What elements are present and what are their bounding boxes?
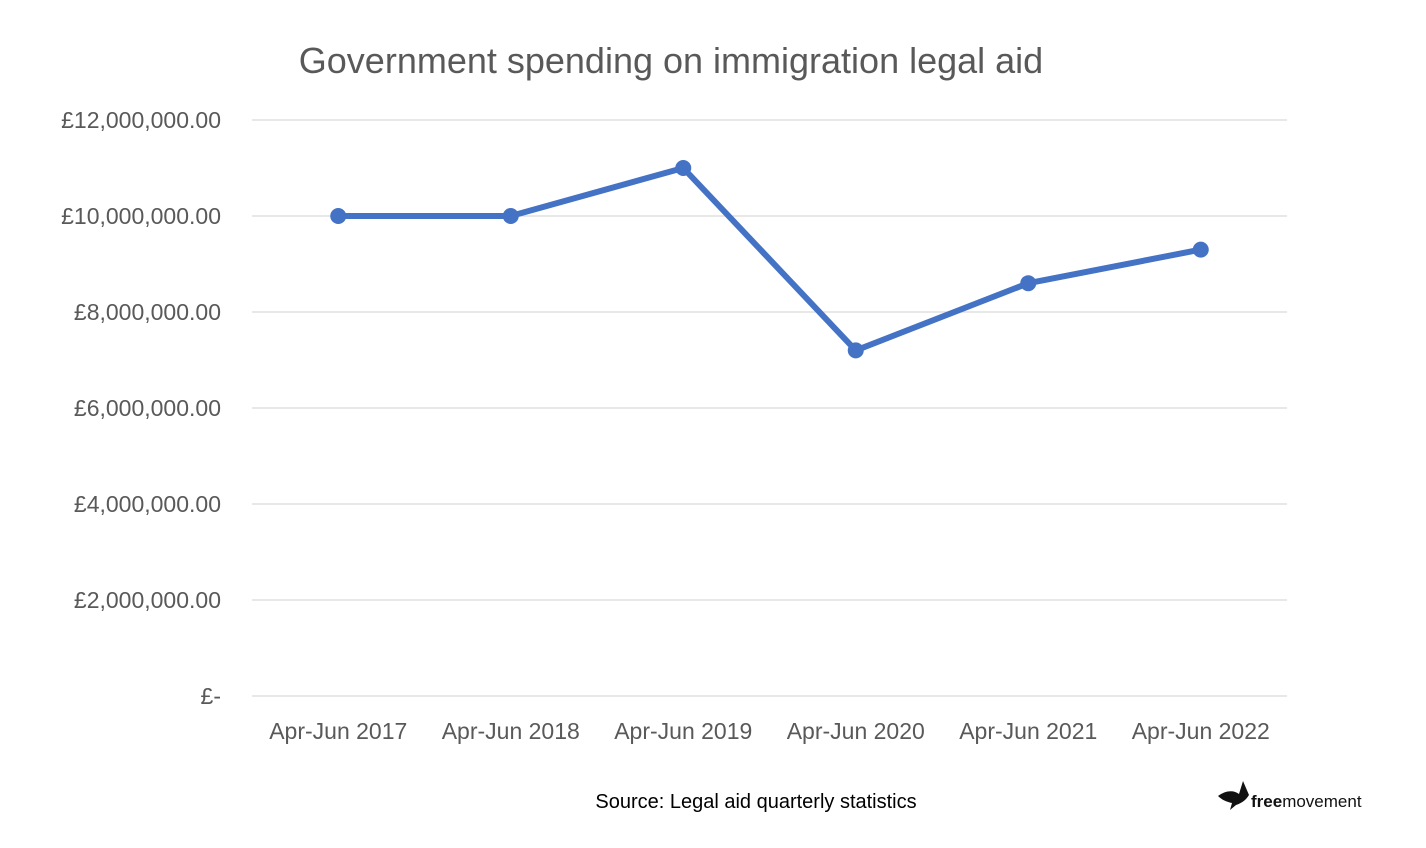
- series-line: [335, 165, 1204, 354]
- data-point: [1020, 275, 1037, 292]
- y-tick-label: £12,000,000.00: [61, 107, 221, 133]
- logo-bold-text: free: [1251, 792, 1282, 811]
- data-point: [502, 208, 519, 224]
- y-tick-label: £2,000,000.00: [74, 587, 221, 613]
- data-point: [847, 342, 864, 359]
- freemovement-logo: freemovement: [1218, 781, 1362, 811]
- x-tick-label: Apr-Jun 2018: [442, 718, 580, 744]
- x-tick-label: Apr-Jun 2022: [1132, 718, 1270, 744]
- data-point: [1192, 241, 1209, 258]
- bird-icon: [1218, 781, 1249, 810]
- x-tick-label: Apr-Jun 2020: [787, 718, 925, 744]
- y-tick-label: £6,000,000.00: [74, 395, 221, 421]
- x-tick-label: Apr-Jun 2021: [959, 718, 1097, 744]
- data-point: [675, 160, 692, 176]
- y-axis-tick-labels: £- £2,000,000.00 £4,000,000.00 £6,000,000.0…: [61, 107, 221, 709]
- logo-regular-text: movement: [1282, 792, 1362, 811]
- series-group: [330, 160, 1209, 359]
- y-tick-label: £8,000,000.00: [74, 299, 221, 325]
- x-tick-label: Apr-Jun 2017: [269, 718, 407, 744]
- y-tick-label: £10,000,000.00: [61, 203, 221, 229]
- data-point: [330, 208, 347, 224]
- gridlines: [252, 119, 1287, 697]
- y-tick-label: £4,000,000.00: [74, 491, 221, 517]
- x-axis-tick-labels: Apr-Jun 2017 Apr-Jun 2018 Apr-Jun 2019 Apr-…: [269, 718, 1270, 744]
- chart-title: Government spending on immigration legal…: [299, 40, 1043, 81]
- logo-wordmark: freemovement: [1251, 792, 1362, 811]
- source-note: Source: Legal aid quarterly statistics: [595, 791, 916, 813]
- y-tick-label: £-: [201, 683, 221, 709]
- x-tick-label: Apr-Jun 2019: [614, 718, 752, 744]
